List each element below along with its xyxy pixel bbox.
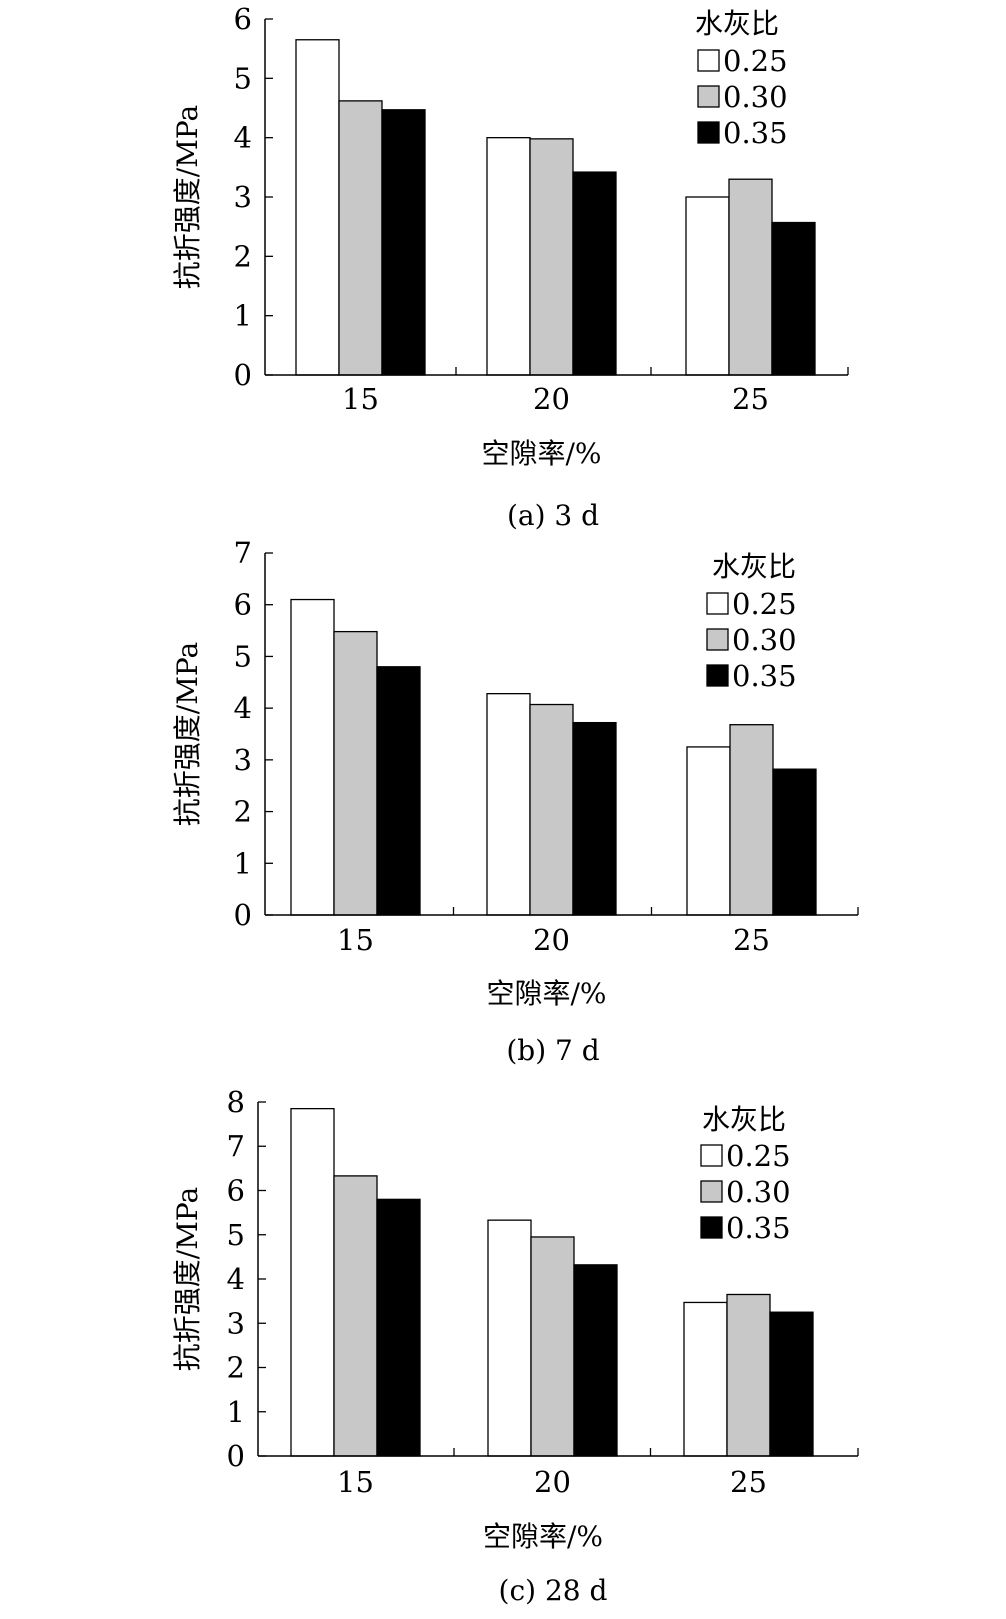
legend-swatch-0.35 (697, 121, 720, 144)
y-tick-label: 3 (227, 1306, 245, 1340)
x-axis-label: 空隙率/% (481, 437, 601, 470)
legend-label-0.25: 0.25 (726, 1139, 791, 1173)
x-tick-label: 20 (534, 1465, 571, 1499)
legend-swatch-0.30 (706, 628, 729, 651)
y-tick-label: 2 (234, 239, 252, 273)
y-axis-label: 抗折强度/MPa (171, 105, 204, 289)
x-tick-label: 25 (730, 1465, 767, 1499)
bar-15-0.25 (290, 598, 335, 916)
y-tick-label: 4 (234, 121, 252, 155)
legend-label-0.30: 0.30 (726, 1175, 791, 1209)
bar-15-0.30 (333, 1175, 378, 1457)
bar-25-0.35 (771, 221, 816, 376)
bar-25-0.30 (726, 1293, 771, 1457)
x-tick-label: 25 (733, 923, 770, 957)
y-tick-label: 6 (234, 2, 252, 36)
bar-20-0.35 (572, 721, 617, 916)
legend-label-0.30: 0.30 (732, 623, 797, 657)
y-tick-label: 6 (227, 1174, 245, 1208)
bar-20-0.25 (486, 137, 531, 376)
chart-panel-3: 0 1 2 3 4 5 6 7 8 15 20 25 空隙率/% 抗折强度/MPa 水灰比0.250.300… (171, 1085, 859, 1607)
bar-20-0.25 (487, 1219, 532, 1457)
y-axis-label: 抗折强度/MPa (171, 1187, 204, 1371)
bar-25-0.35 (772, 768, 817, 916)
y-tick-label: 2 (234, 795, 252, 829)
legend-label-0.30: 0.30 (723, 80, 788, 114)
bar-20-0.35 (573, 1264, 618, 1457)
y-tick-label: 1 (234, 846, 252, 880)
legend-label-0.25: 0.25 (732, 587, 797, 621)
bar-15-0.25 (290, 1107, 335, 1457)
bar-15-0.25 (295, 39, 340, 376)
bar-15-0.35 (376, 1198, 421, 1457)
x-axis-label: 空隙率/% (483, 1520, 603, 1553)
y-tick-label: 7 (227, 1129, 245, 1163)
y-tick-label: 0 (234, 358, 252, 392)
y-tick-label: 1 (234, 299, 252, 333)
x-tick-label: 15 (337, 1465, 374, 1499)
x-tick-label: 15 (342, 382, 379, 416)
chart-panel-2: 0 1 2 3 4 5 6 7 15 20 25 空隙率/% 抗折强度/MPa 水灰比 0.250.300.… (171, 536, 859, 1067)
legend-swatch-0.25 (700, 1144, 723, 1167)
legend-swatch-0.25 (706, 592, 729, 615)
legend-label-0.35: 0.35 (732, 659, 797, 693)
chart-caption: (c) 28 d (499, 1574, 608, 1607)
legend-swatch-0.30 (697, 85, 720, 108)
y-tick-label: 4 (227, 1262, 245, 1296)
y-tick-label: 5 (234, 61, 252, 95)
legend-label-0.35: 0.35 (723, 116, 788, 150)
legend-swatch-0.30 (700, 1180, 723, 1203)
y-tick-label: 3 (234, 743, 252, 777)
x-tick-label: 20 (533, 382, 570, 416)
bar-20-0.30 (530, 1236, 575, 1457)
chart-caption: (b) 7 d (506, 1034, 599, 1067)
legend-swatch-0.25 (697, 49, 720, 72)
bar-15-0.35 (381, 109, 426, 376)
legend-label-0.25: 0.25 (723, 44, 788, 78)
x-tick-label: 25 (732, 382, 769, 416)
y-tick-label: 4 (234, 691, 252, 725)
bar-15-0.30 (333, 630, 378, 916)
legend-swatch-0.35 (706, 664, 729, 687)
bar-15-0.30 (338, 100, 383, 376)
y-tick-label: 0 (234, 898, 252, 932)
bar-25-0.25 (683, 1301, 728, 1457)
y-tick-label: 5 (227, 1218, 245, 1252)
bar-25-0.35 (769, 1311, 814, 1457)
x-tick-label: 20 (533, 923, 570, 957)
y-axis-label: 抗折强度/MPa (171, 642, 204, 826)
chart-panel-1: 0 1 2 3 4 5 6 15 20 25 空隙率/% 抗折强度/MPa 水灰比 0.250.300.3… (171, 2, 849, 532)
bar-25-0.25 (685, 196, 730, 376)
y-tick-label: 1 (227, 1395, 245, 1429)
bar-25-0.30 (729, 724, 774, 916)
bar-15-0.35 (376, 666, 421, 916)
chart-caption: (a) 3 d (507, 499, 599, 532)
y-tick-label: 8 (227, 1085, 245, 1119)
y-tick-label: 0 (227, 1439, 245, 1473)
bar-20-0.30 (529, 138, 574, 376)
legend-swatch-0.35 (700, 1216, 723, 1239)
x-tick-label: 15 (337, 923, 374, 957)
bar-20-0.30 (529, 703, 574, 916)
x-axis-label: 空隙率/% (486, 977, 606, 1010)
y-tick-label: 3 (234, 180, 252, 214)
legend-label-0.35: 0.35 (726, 1211, 791, 1245)
bar-25-0.25 (686, 746, 731, 916)
bar-20-0.35 (572, 171, 617, 376)
legend-title: 水灰比 (695, 7, 779, 40)
y-tick-label: 6 (234, 588, 252, 622)
y-tick-label: 2 (227, 1351, 245, 1385)
y-tick-label: 5 (234, 639, 252, 673)
y-tick-label: 7 (234, 536, 252, 570)
legend-title: 水灰比 (712, 550, 796, 583)
bar-20-0.25 (486, 693, 531, 916)
legend-title: 水灰比 (702, 1103, 786, 1136)
bar-25-0.30 (728, 178, 773, 376)
